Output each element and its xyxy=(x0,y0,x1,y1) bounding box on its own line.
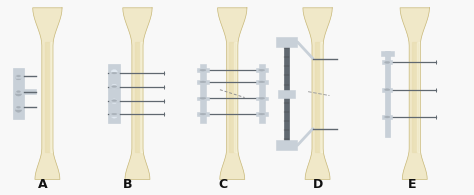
Text: E: E xyxy=(408,178,417,191)
Bar xyxy=(276,140,298,150)
Bar xyxy=(15,105,22,109)
Ellipse shape xyxy=(200,69,206,71)
Text: B: B xyxy=(123,178,133,191)
Ellipse shape xyxy=(200,98,206,99)
Bar xyxy=(259,64,264,123)
Bar xyxy=(13,68,24,119)
Ellipse shape xyxy=(111,113,117,118)
Ellipse shape xyxy=(17,106,20,108)
Bar xyxy=(256,97,267,100)
Polygon shape xyxy=(50,42,53,152)
Ellipse shape xyxy=(384,116,390,118)
Text: D: D xyxy=(312,178,323,191)
Text: C: C xyxy=(218,178,228,191)
Bar xyxy=(382,60,392,64)
Polygon shape xyxy=(218,8,247,179)
Bar xyxy=(256,112,267,116)
Ellipse shape xyxy=(259,98,264,99)
Ellipse shape xyxy=(15,75,22,80)
Bar xyxy=(197,68,209,72)
Bar xyxy=(382,115,392,119)
Ellipse shape xyxy=(17,75,20,77)
Bar xyxy=(15,90,22,93)
Ellipse shape xyxy=(17,91,20,92)
Polygon shape xyxy=(123,8,152,179)
Ellipse shape xyxy=(112,72,117,74)
Ellipse shape xyxy=(15,107,22,112)
Polygon shape xyxy=(417,42,420,152)
Bar xyxy=(109,99,119,102)
Polygon shape xyxy=(135,42,140,152)
Ellipse shape xyxy=(112,113,117,115)
Bar xyxy=(109,72,119,75)
Bar xyxy=(109,85,119,88)
Ellipse shape xyxy=(15,91,22,96)
Polygon shape xyxy=(235,42,237,152)
Polygon shape xyxy=(45,42,50,152)
Ellipse shape xyxy=(259,81,264,83)
Polygon shape xyxy=(33,8,62,179)
Bar xyxy=(197,97,209,100)
Polygon shape xyxy=(315,42,320,152)
Ellipse shape xyxy=(111,84,117,89)
Bar xyxy=(109,113,119,116)
Ellipse shape xyxy=(200,113,206,115)
Ellipse shape xyxy=(384,61,390,63)
Bar xyxy=(381,51,394,56)
Bar xyxy=(197,112,209,116)
Bar xyxy=(108,64,120,123)
Ellipse shape xyxy=(112,86,117,87)
Ellipse shape xyxy=(200,81,206,83)
Bar xyxy=(284,39,289,148)
Ellipse shape xyxy=(111,70,117,74)
Polygon shape xyxy=(229,42,235,152)
Bar xyxy=(24,89,36,94)
Bar xyxy=(256,68,267,72)
Ellipse shape xyxy=(111,99,117,104)
Bar xyxy=(278,90,295,98)
Polygon shape xyxy=(320,42,323,152)
Bar xyxy=(276,37,298,47)
Polygon shape xyxy=(140,42,143,152)
Text: A: A xyxy=(38,178,47,191)
Polygon shape xyxy=(303,8,332,179)
Polygon shape xyxy=(400,8,429,179)
Bar xyxy=(385,51,390,136)
Ellipse shape xyxy=(384,89,390,91)
Bar xyxy=(15,74,22,78)
Bar xyxy=(200,64,206,123)
Bar xyxy=(256,80,267,84)
Ellipse shape xyxy=(259,113,264,115)
Polygon shape xyxy=(412,42,418,152)
Ellipse shape xyxy=(259,69,264,71)
Bar xyxy=(382,88,392,92)
Ellipse shape xyxy=(112,100,117,101)
Bar xyxy=(197,80,209,84)
